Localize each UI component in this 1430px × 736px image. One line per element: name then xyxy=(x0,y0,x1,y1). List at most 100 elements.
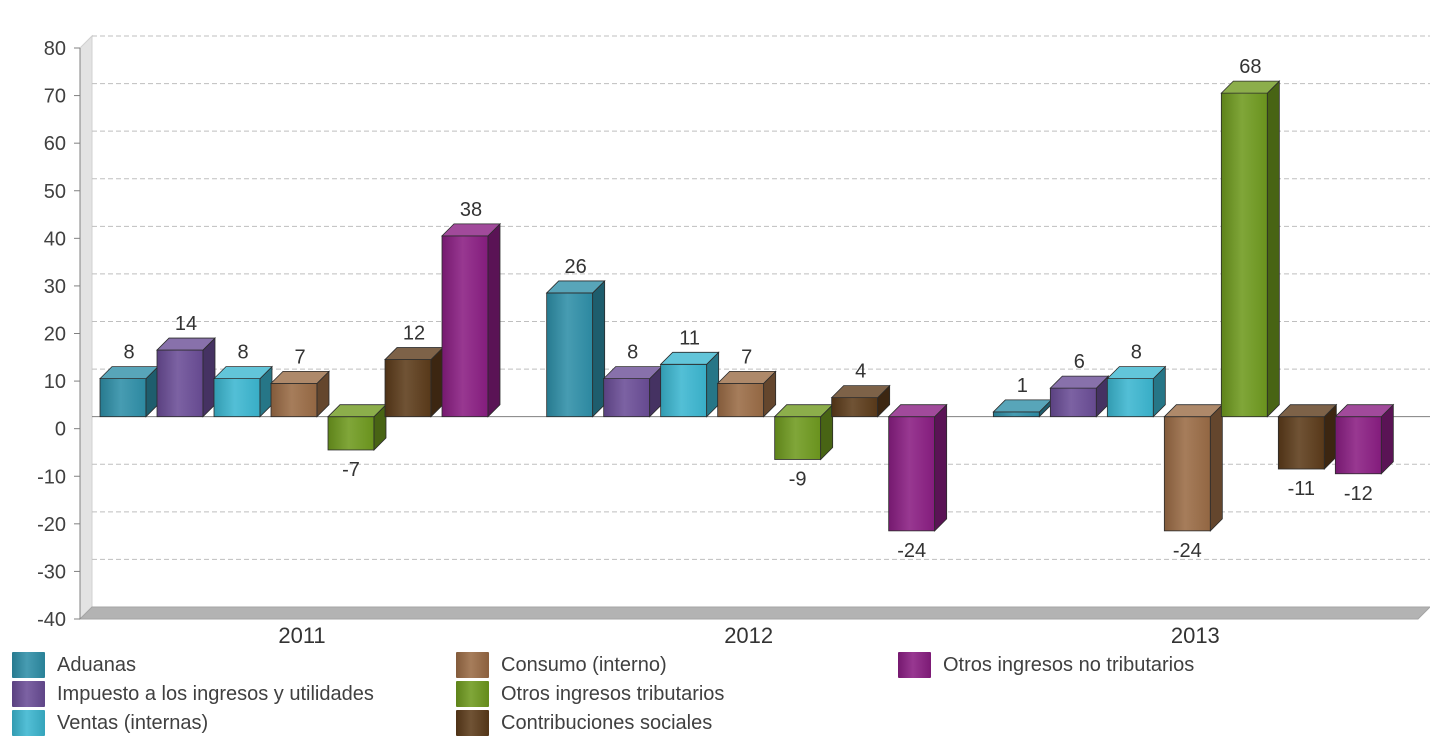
bar xyxy=(887,403,948,532)
bar-front xyxy=(546,292,594,418)
bar xyxy=(1334,403,1395,475)
bar-top xyxy=(1220,80,1281,94)
x-category-label: 2011 xyxy=(278,623,325,648)
bar xyxy=(1277,403,1338,470)
y-tick-label: 30 xyxy=(44,276,66,298)
bar-top xyxy=(156,337,216,351)
bar xyxy=(99,365,159,418)
bar xyxy=(270,370,330,418)
bar xyxy=(213,365,273,418)
y-tick-label: 10 xyxy=(44,371,66,393)
legend-label: Otros ingresos tributarios xyxy=(501,682,725,705)
data-label: -12 xyxy=(1344,483,1373,505)
bar-front xyxy=(660,363,708,418)
bar xyxy=(441,222,501,418)
bar-top xyxy=(1106,366,1167,380)
legend-label: Contribuciones sociales xyxy=(501,711,713,734)
bar xyxy=(384,346,444,418)
data-label: -7 xyxy=(342,459,360,481)
bar xyxy=(1220,80,1281,418)
legend-swatch xyxy=(456,652,489,678)
bar-side xyxy=(202,337,216,418)
x-category-label: 2012 xyxy=(724,623,773,648)
data-label: 8 xyxy=(1131,342,1142,364)
y-tick-label: 20 xyxy=(44,324,66,346)
bar xyxy=(716,370,777,418)
legend-label: Aduanas xyxy=(57,653,136,676)
data-label: -9 xyxy=(789,468,807,490)
data-label: 7 xyxy=(741,346,752,368)
bar xyxy=(1163,403,1224,532)
y-tick-label: -30 xyxy=(37,561,66,583)
legend-label: Impuesto a los ingresos y utilidades xyxy=(57,682,374,705)
bar-top xyxy=(659,351,720,365)
data-label: 4 xyxy=(855,361,866,383)
bar-top xyxy=(270,370,330,384)
legend-swatch xyxy=(898,652,931,678)
data-label: 8 xyxy=(237,342,248,364)
bar-front xyxy=(1049,387,1097,418)
bar-front xyxy=(888,416,936,532)
bar-front xyxy=(384,359,432,418)
bar xyxy=(1049,375,1110,418)
bar-front xyxy=(213,378,261,418)
legend: Aduanas Impuesto a los ingresos y utilida… xyxy=(0,650,1430,736)
bar xyxy=(327,403,387,451)
legend-swatch xyxy=(456,710,489,736)
bar-top xyxy=(1049,375,1110,389)
data-label: 8 xyxy=(123,342,134,364)
bar-front xyxy=(992,411,1040,418)
bar-front xyxy=(1163,416,1211,532)
left-wall xyxy=(79,34,93,621)
bar-top xyxy=(1277,404,1338,418)
legend-item: Otros ingresos tributarios xyxy=(456,681,724,707)
bar xyxy=(659,351,720,418)
bar-side xyxy=(934,403,948,532)
data-label: 26 xyxy=(565,256,587,278)
bar-front xyxy=(270,382,318,418)
bar-side xyxy=(1266,80,1280,418)
bar-side xyxy=(592,279,606,418)
legend-label: Otros ingresos no tributarios xyxy=(943,653,1195,676)
legend-item: Otros ingresos no tributarios xyxy=(898,652,1194,678)
bar-front xyxy=(99,378,147,418)
legend-label: Ventas (internas) xyxy=(57,711,209,734)
bar-top xyxy=(441,223,501,237)
data-label: 1 xyxy=(1017,375,1028,397)
y-tick-label: -40 xyxy=(37,609,66,631)
y-tick-label: -10 xyxy=(37,466,66,488)
bar-side xyxy=(487,222,501,418)
data-label: -24 xyxy=(897,540,926,562)
legend-item: Ventas (internas) xyxy=(12,710,208,736)
bar-front xyxy=(1106,378,1154,418)
bar-top xyxy=(1334,404,1395,418)
bar-top xyxy=(887,404,948,418)
bar-front xyxy=(156,349,204,418)
bar xyxy=(1106,365,1167,418)
bar xyxy=(992,398,1053,418)
y-tick-label: 70 xyxy=(44,86,66,108)
bar-top xyxy=(716,370,777,384)
bar-top xyxy=(830,385,891,399)
bar xyxy=(602,365,663,418)
floor xyxy=(78,606,1430,620)
bar-front xyxy=(717,382,765,418)
bar xyxy=(156,337,216,418)
legend-item: Aduanas xyxy=(12,652,136,678)
bar-front xyxy=(774,416,822,460)
bar-top xyxy=(545,280,606,294)
legend-swatch xyxy=(12,681,45,707)
bar-front xyxy=(327,416,375,451)
y-tick-label: 50 xyxy=(44,181,66,203)
data-label: 11 xyxy=(679,327,700,349)
bar xyxy=(773,403,834,461)
y-tick-label: 60 xyxy=(44,133,66,155)
bar-top xyxy=(213,366,273,380)
data-label: 12 xyxy=(403,323,425,345)
bar-front xyxy=(1220,92,1268,418)
legend-swatch xyxy=(12,652,45,678)
y-tick-label: 0 xyxy=(55,419,66,441)
bar-side xyxy=(1209,403,1223,532)
